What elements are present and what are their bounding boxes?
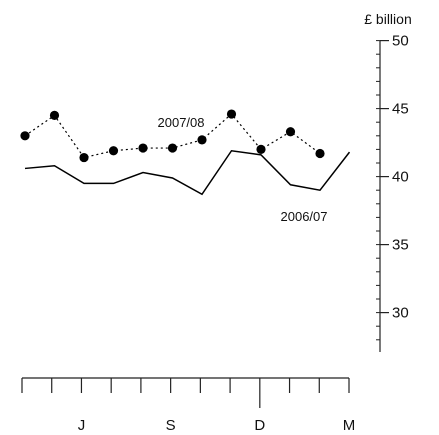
y-axis-major-ticks: [380, 39, 389, 314]
y-tick-label: 40: [392, 169, 409, 186]
y-tick-label: 45: [392, 101, 409, 118]
series-2007-08-marker: [197, 135, 207, 145]
y-tick-label: 35: [392, 237, 409, 254]
series-2007-08-marker: [315, 148, 325, 159]
x-axis-ticks: [21, 378, 350, 408]
x-month-label: S: [166, 417, 176, 434]
series-2007-08-marker: [138, 143, 148, 153]
x-month-label: M: [343, 417, 356, 434]
y-axis-unit-label: £ billion: [364, 11, 411, 27]
series-label-2006-07: 2006/07: [281, 209, 328, 224]
series-2007-08-marker: [49, 110, 60, 120]
y-axis-minor-ticks: [376, 40, 380, 341]
x-month-label: D: [254, 417, 265, 434]
x-month-label: J: [78, 417, 86, 434]
series-2006-07-line: [24, 149, 351, 196]
series-2007-08-marker: [226, 109, 237, 119]
series-2007-08-marker: [256, 144, 266, 154]
series-2007-08-marker: [20, 131, 30, 141]
series-2007-08-marker: [167, 143, 178, 153]
series-2007-08-marker: [108, 146, 119, 156]
series-label-2007-08: 2007/08: [158, 115, 205, 130]
y-tick-label: 50: [392, 33, 409, 50]
series-2007-08-markers: [20, 109, 325, 163]
y-tick-label: 30: [392, 305, 409, 322]
series-2007-08-marker: [285, 127, 296, 137]
y-axis-tick-labels: 30 35 40 45 50: [392, 33, 409, 322]
series-2007-08-marker: [79, 152, 89, 163]
